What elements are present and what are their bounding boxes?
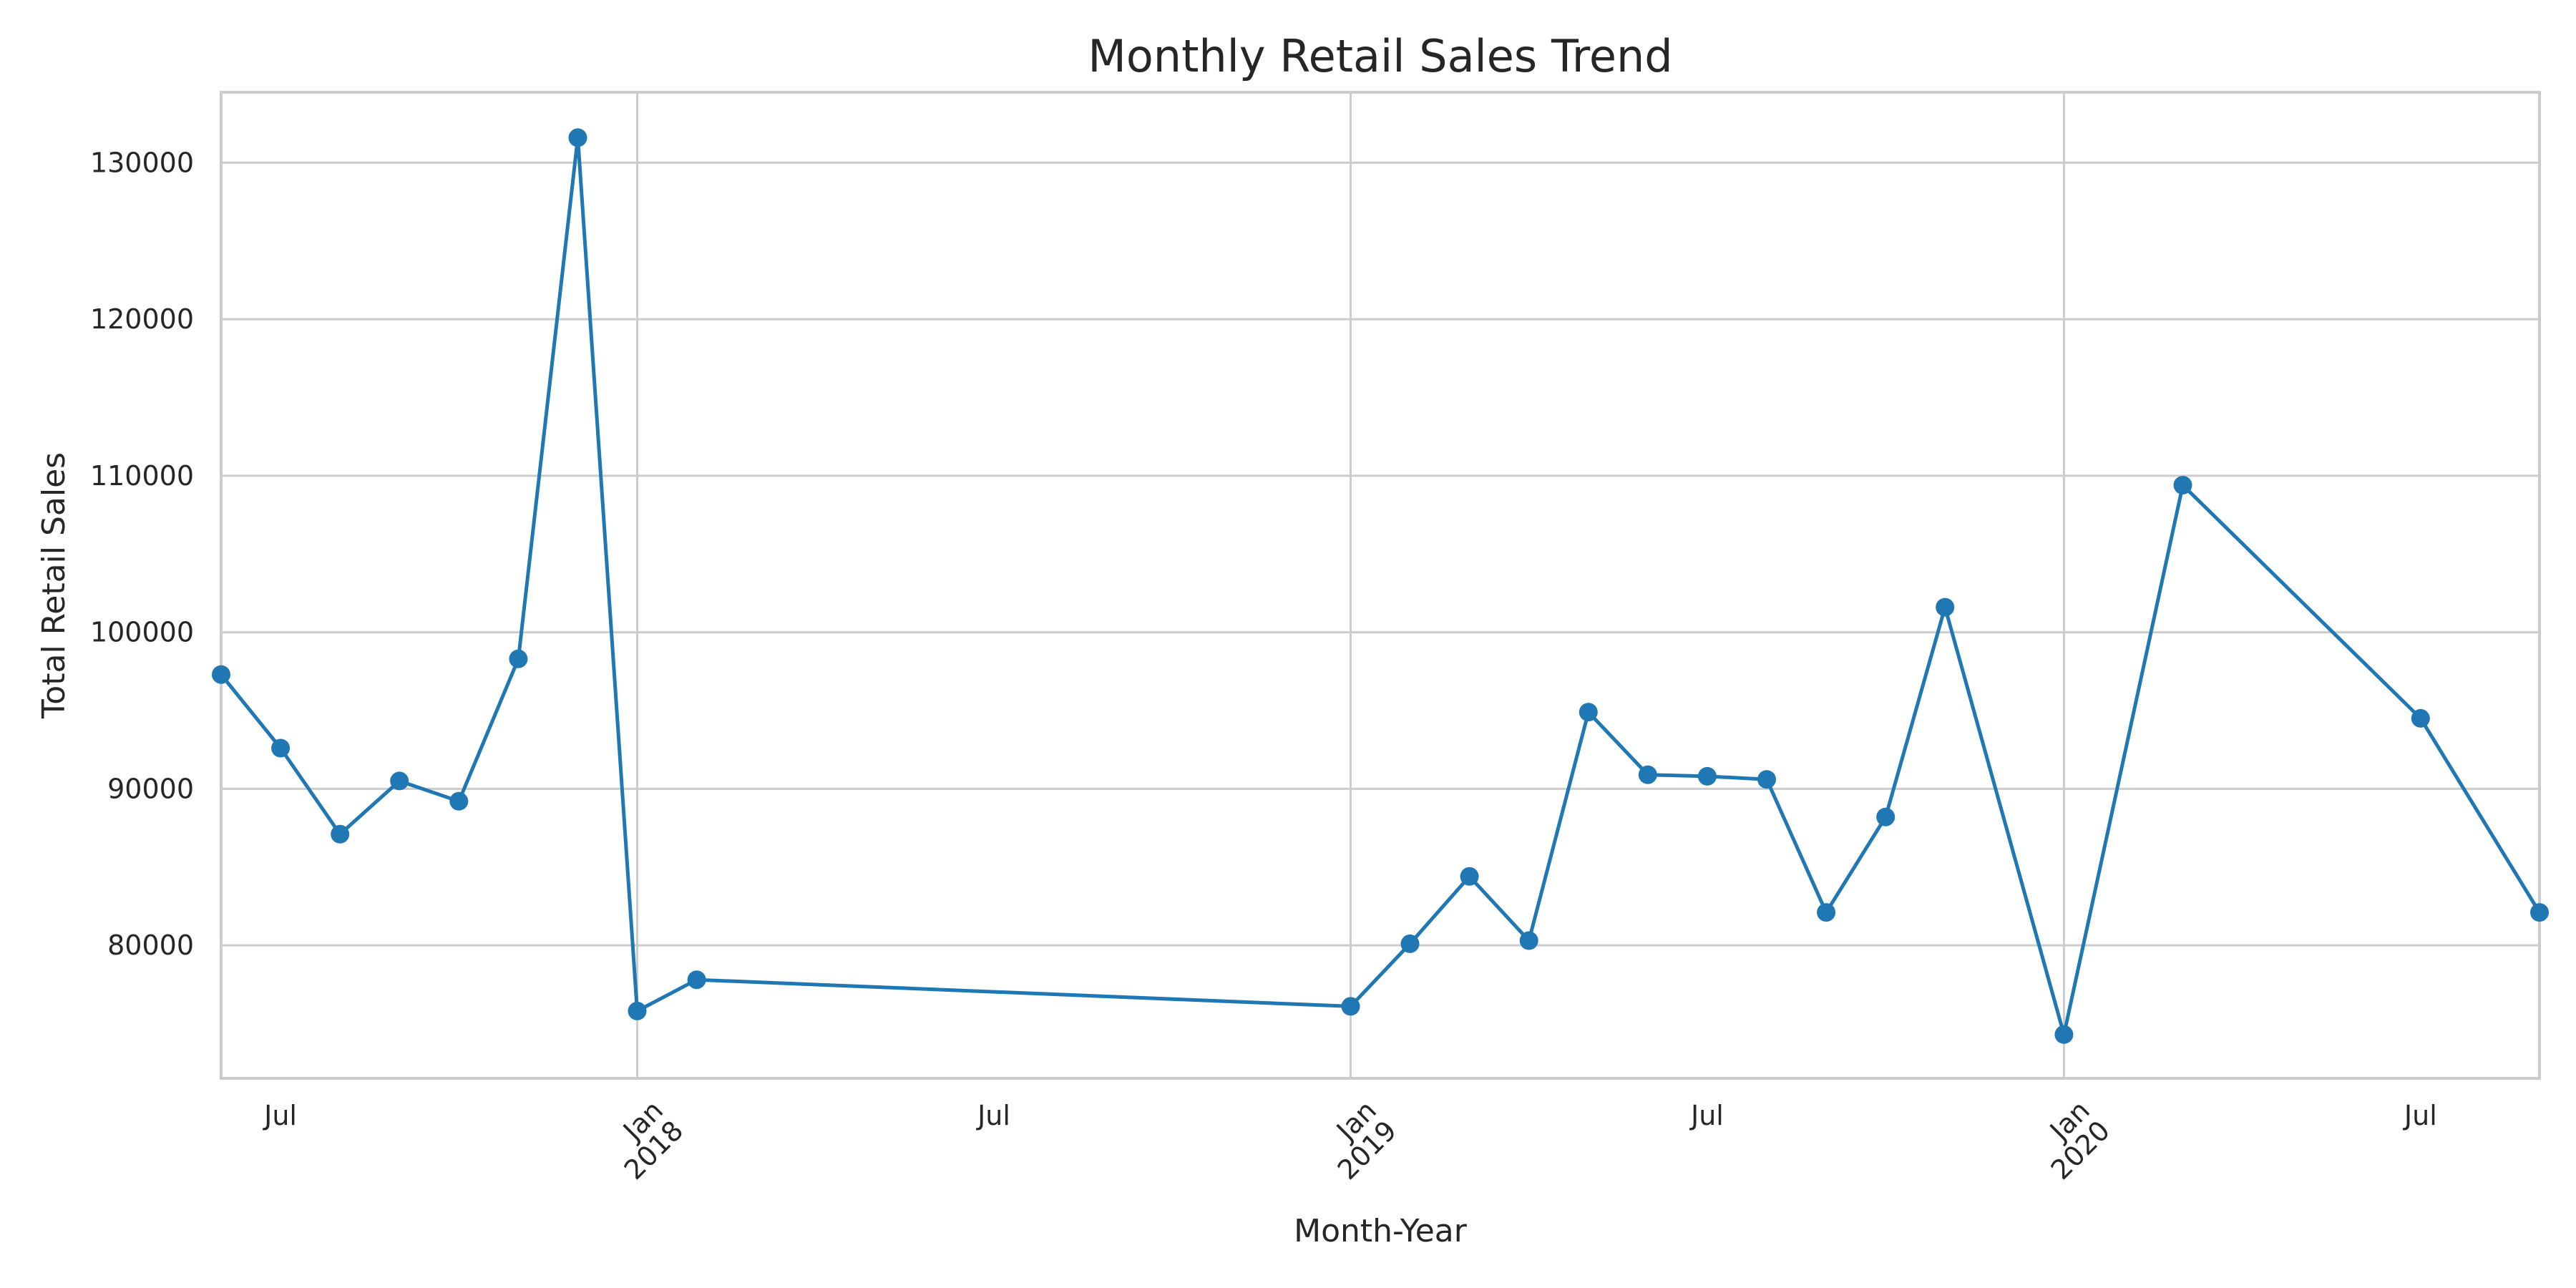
data-point-13 [1579, 703, 1598, 722]
chart-title: Monthly Retail Sales Trend [1088, 30, 1672, 82]
x-tick-label-4: Jul [1689, 1100, 1724, 1131]
x-axis-label: Month-Year [1294, 1213, 1468, 1249]
y-axis-label: Total Retail Sales [36, 452, 72, 719]
data-point-7 [628, 1001, 647, 1020]
y-tick-label-1: 90000 [107, 773, 194, 804]
data-point-23 [2530, 903, 2549, 922]
data-point-6 [568, 128, 587, 147]
y-tick-label-4: 120000 [90, 303, 194, 335]
data-point-3 [390, 771, 409, 791]
data-point-18 [1876, 807, 1896, 826]
data-point-1 [271, 738, 291, 758]
data-point-19 [1936, 597, 1955, 617]
data-point-20 [2054, 1025, 2074, 1044]
series-layer [212, 128, 2549, 1044]
data-point-21 [2173, 476, 2192, 494]
data-point-9 [1341, 997, 1360, 1016]
x-tick-label-2: Jul [976, 1100, 1010, 1131]
y-tick-label-0: 80000 [107, 930, 194, 961]
data-point-17 [1817, 903, 1836, 922]
y-tick-label-3: 110000 [90, 460, 194, 492]
y-tick-label-2: 100000 [90, 617, 194, 648]
y-tick-label-5: 130000 [90, 147, 194, 178]
gridlines [221, 92, 2540, 1078]
data-point-5 [509, 649, 528, 668]
data-point-8 [687, 970, 706, 990]
x-tick-label-6: Jul [2403, 1100, 2437, 1131]
data-point-15 [1697, 766, 1717, 786]
x-tick-label-0: Jul [263, 1100, 297, 1131]
data-point-22 [2411, 708, 2430, 728]
data-point-12 [1519, 931, 1538, 950]
data-point-11 [1460, 867, 1479, 886]
data-point-4 [449, 791, 469, 811]
data-point-2 [331, 824, 350, 844]
y-tick-labels: 80000 90000 100000 110000 120000 130000 [90, 147, 194, 961]
data-point-16 [1757, 770, 1776, 789]
series-line-0 [220, 135, 2542, 1037]
data-point-10 [1400, 934, 1420, 953]
data-point-0 [212, 665, 230, 684]
data-point-14 [1638, 765, 1657, 784]
plot-area-frame [220, 91, 2541, 1080]
